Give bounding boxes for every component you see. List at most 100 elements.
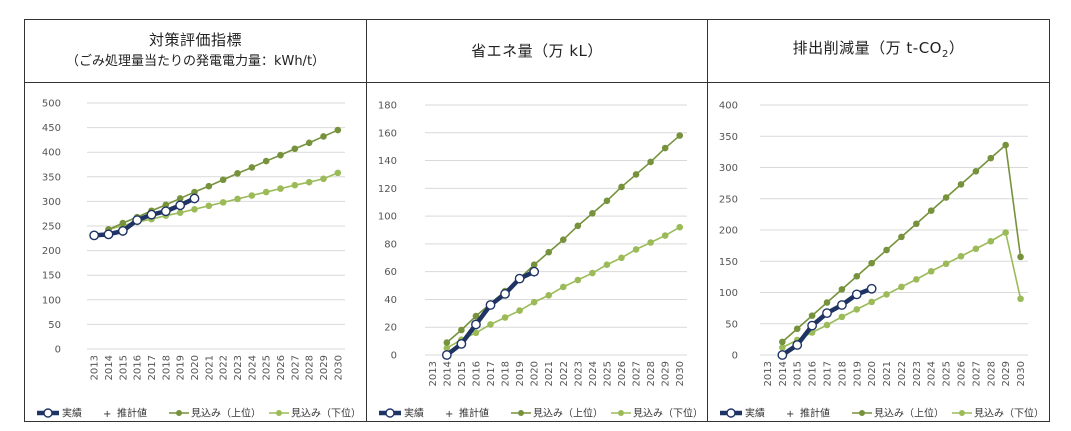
legend: 実績 + 推計値 見込み（上位） 見込み（下位） bbox=[37, 407, 361, 420]
data-point-lower-estimate bbox=[661, 232, 669, 239]
y-tick-label: 250 bbox=[719, 194, 738, 205]
x-tick-label: 2014 bbox=[778, 361, 789, 386]
data-point-upper-estimate bbox=[779, 338, 786, 346]
data-point-upper-estimate bbox=[972, 167, 980, 175]
data-point-lower-estimate bbox=[262, 188, 270, 196]
data-point-upper-estimate bbox=[219, 176, 227, 184]
x-tick-label: 2017 bbox=[147, 355, 158, 380]
data-point-lower-estimate bbox=[320, 175, 327, 183]
chart-title-subscript: 2 bbox=[941, 48, 949, 60]
data-point-lower-estimate bbox=[898, 283, 905, 291]
series-actual bbox=[777, 283, 877, 360]
legend-label-upper: 見込み（上位） bbox=[533, 407, 603, 420]
y-tick-label: 0 bbox=[391, 351, 397, 362]
y-tick-label: 400 bbox=[719, 101, 738, 112]
legend-marker-lower bbox=[276, 410, 282, 416]
x-tick-label: 2021 bbox=[544, 361, 555, 386]
data-point-upper-estimate bbox=[927, 207, 935, 214]
charts-frame: 対策評価指標 （ごみ処理量当たりの発電電力量：kWh/t） 0 50 100 150 2… bbox=[24, 19, 1050, 422]
data-point-actual bbox=[807, 320, 818, 331]
data-point-lower-estimate bbox=[883, 291, 890, 298]
data-point-lower-estimate bbox=[1017, 295, 1024, 303]
y-tick-label: 400 bbox=[42, 148, 61, 159]
data-point-actual bbox=[456, 338, 467, 349]
data-point-upper-estimate bbox=[632, 171, 640, 178]
y-tick-label: 0 bbox=[732, 351, 738, 362]
line-chart-emission-reduction: 0 50 100 150 200 250 300 350 400 2013 2014 2015 2016… bbox=[719, 101, 1044, 421]
y-tick-label: 450 bbox=[42, 123, 61, 134]
data-point-upper-estimate bbox=[957, 181, 965, 188]
data-point-lower-estimate bbox=[205, 202, 213, 210]
legend: 実績 + 推計値 見込み（上位） 見込み（下位） bbox=[720, 407, 1044, 420]
y-tick-label: 60 bbox=[384, 267, 397, 278]
legend-label-lower: 見込み（下位） bbox=[633, 407, 703, 420]
data-point-upper-estimate bbox=[676, 132, 684, 139]
data-point-actual bbox=[485, 300, 496, 310]
data-point-upper-estimate bbox=[305, 139, 313, 147]
legend-marker-actual bbox=[43, 408, 53, 418]
x-tick-label: 2018 bbox=[501, 361, 512, 386]
x-tick-label: 2016 bbox=[133, 355, 144, 380]
data-point-upper-estimate bbox=[883, 246, 890, 254]
x-tick-label: 2030 bbox=[333, 355, 344, 380]
data-point-lower-estimate bbox=[838, 313, 846, 321]
data-point-lower-estimate bbox=[1002, 229, 1009, 236]
data-point-actual bbox=[792, 340, 803, 350]
data-point-lower-estimate bbox=[913, 276, 920, 283]
y-tick-label: 150 bbox=[42, 271, 61, 282]
data-point-lower-estimate bbox=[927, 267, 935, 275]
data-point-upper-estimate bbox=[458, 326, 465, 334]
x-tick-label: 2020 bbox=[190, 355, 201, 380]
y-tick-label: 150 bbox=[719, 257, 738, 268]
chart-title: 排出削減量（万 t-CO2） bbox=[793, 38, 965, 65]
data-point-upper-estimate bbox=[472, 312, 480, 320]
legend-marker-upper bbox=[518, 410, 524, 416]
chart-title-main: 排出削減量（万 t-CO bbox=[792, 38, 942, 57]
legend-marker-lower bbox=[618, 410, 624, 416]
y-tick-label: 0 bbox=[55, 345, 61, 356]
series-lower-estimate bbox=[443, 223, 684, 352]
y-tick-label: 50 bbox=[48, 320, 61, 331]
x-tick-label: 2023 bbox=[573, 361, 584, 386]
panel-header: 省エネ量（万 kL） bbox=[367, 20, 707, 83]
x-tick-label: 2025 bbox=[942, 361, 953, 386]
legend-label-upper: 見込み（上位） bbox=[874, 407, 944, 420]
x-tick-label: 2028 bbox=[986, 361, 997, 386]
legend-label-estimate: 推計値 bbox=[117, 407, 147, 420]
x-tick-label: 2027 bbox=[290, 355, 301, 380]
legend-marker-estimate: + bbox=[103, 409, 111, 420]
legend-label-lower: 見込み（下位） bbox=[291, 407, 361, 420]
data-point-lower-estimate bbox=[779, 344, 786, 351]
data-point-actual bbox=[160, 206, 171, 217]
data-point-lower-estimate bbox=[647, 239, 654, 246]
data-point-upper-estimate bbox=[205, 182, 213, 190]
x-tick-label: 2022 bbox=[897, 361, 908, 386]
y-tick-label: 300 bbox=[42, 197, 61, 208]
x-tick-label: 2029 bbox=[661, 361, 672, 386]
x-tick-label: 2029 bbox=[319, 355, 330, 380]
legend-marker-estimate: + bbox=[786, 409, 794, 420]
data-point-upper-estimate bbox=[838, 286, 846, 293]
x-tick-label: 2015 bbox=[457, 361, 468, 386]
x-tick-label: 2018 bbox=[837, 361, 848, 386]
y-tick-label: 100 bbox=[378, 212, 397, 223]
data-point-lower-estimate bbox=[530, 298, 538, 306]
data-point-actual bbox=[471, 319, 481, 330]
data-point-lower-estimate bbox=[472, 329, 480, 337]
data-point-upper-estimate bbox=[262, 157, 270, 165]
x-tick-label: 2024 bbox=[247, 355, 258, 380]
y-tick-label: 180 bbox=[378, 101, 397, 112]
y-tick-label: 20 bbox=[384, 323, 397, 334]
x-tick-label: 2018 bbox=[161, 355, 172, 380]
data-point-upper-estimate bbox=[191, 188, 198, 196]
data-point-upper-estimate bbox=[277, 151, 284, 159]
data-point-upper-estimate bbox=[808, 312, 816, 319]
data-point-upper-estimate bbox=[603, 197, 611, 205]
legend-marker-actual bbox=[385, 408, 395, 418]
data-point-lower-estimate bbox=[632, 246, 640, 253]
data-point-lower-estimate bbox=[589, 269, 596, 277]
data-point-upper-estimate bbox=[942, 194, 950, 201]
data-point-lower-estimate bbox=[574, 276, 582, 284]
data-point-lower-estimate bbox=[853, 306, 861, 313]
data-point-upper-estimate bbox=[291, 145, 299, 153]
